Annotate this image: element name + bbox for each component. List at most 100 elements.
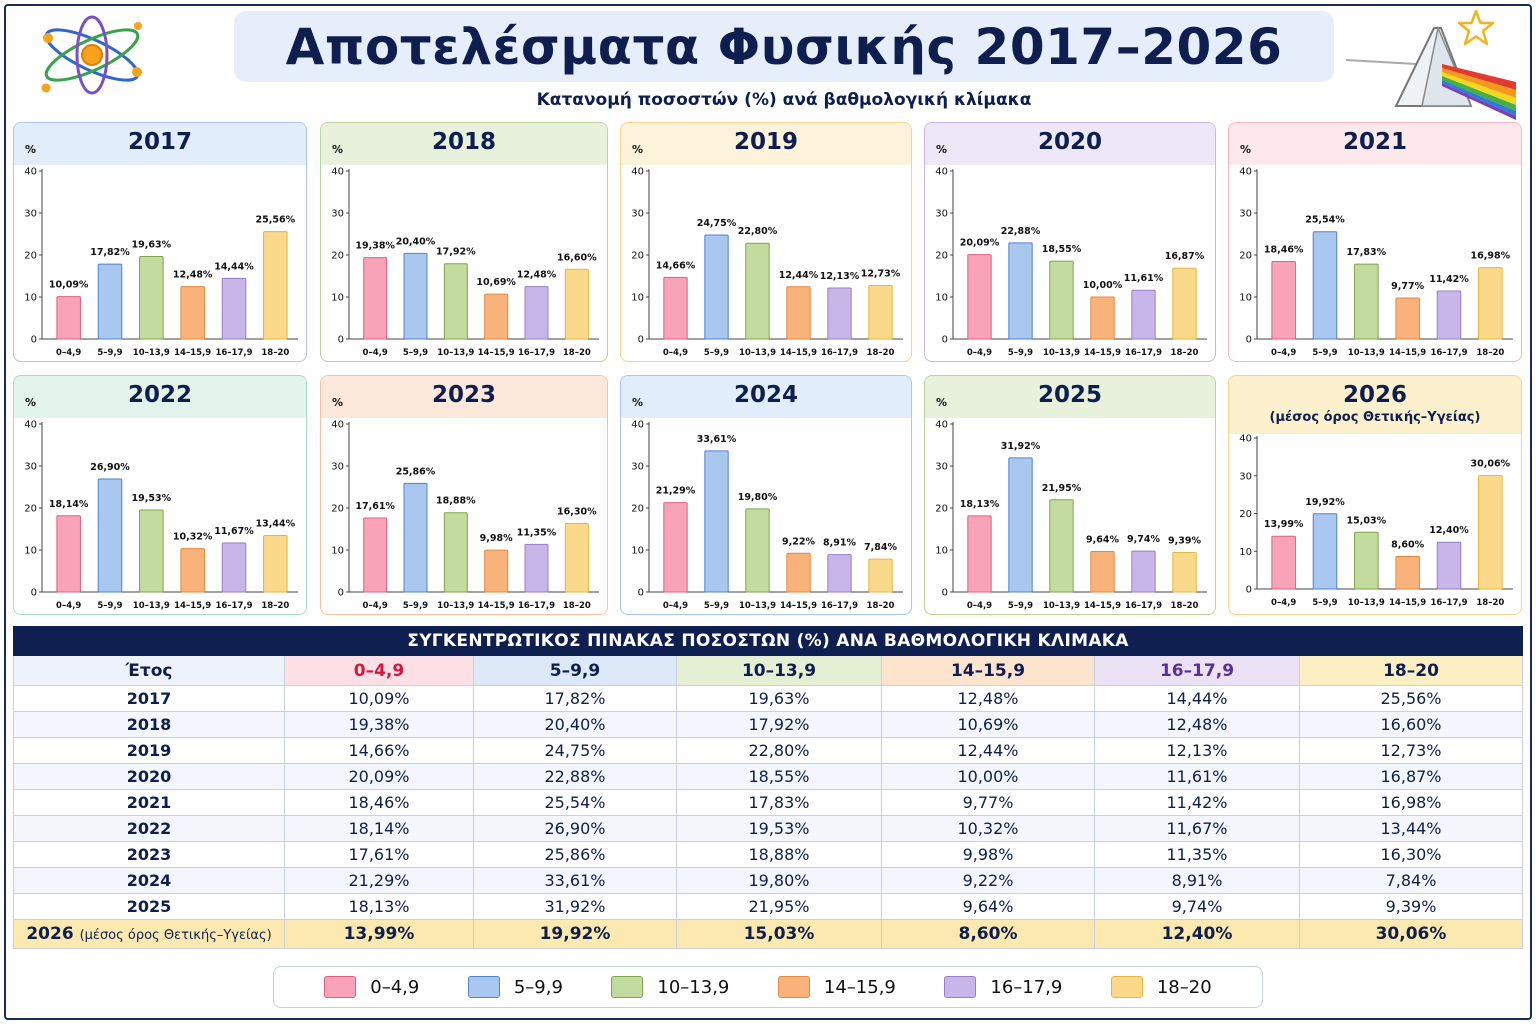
y-tick-label: 10 bbox=[935, 546, 948, 557]
chart-svg: % 0 10 20 30 40 17,61% 0–4,9 25,86% 5–9,9 18,88% 10… bbox=[321, 376, 607, 611]
y-tick-label: 10 bbox=[331, 546, 344, 557]
chart-panel-2018: % 0 10 20 30 40 19,38% 0–4,9 20,40% 5–9,9 17,92% 10… bbox=[320, 122, 608, 362]
table-row: 2020 20,09% 22,88% 18,55% 10,00% 11,61% 16,87% bbox=[13, 763, 1524, 790]
x-tick-label: 14–15,9 bbox=[1389, 348, 1426, 358]
bar-value-label: 19,38% bbox=[355, 241, 395, 252]
bar-4 bbox=[827, 554, 852, 593]
y-tick-label: 30 bbox=[935, 462, 948, 473]
chart-title: 2017 bbox=[14, 123, 306, 155]
bar-2 bbox=[1049, 499, 1074, 593]
bar-value-label: 18,55% bbox=[1042, 244, 1082, 255]
y-axis-label: % bbox=[332, 143, 343, 156]
legend-label: 10–13,9 bbox=[657, 976, 730, 998]
table-title: ΣΥΓΚΕΝΤΡΩΤΙΚΟΣ ΠΙΝΑΚΑΣ ΠΟΣΟΣΤΩΝ (%) ΑΝΑ … bbox=[12, 626, 1524, 656]
bar-value-label: 17,83% bbox=[1347, 247, 1387, 258]
table-cell-year: 2021 bbox=[13, 789, 285, 816]
y-axis-label: % bbox=[25, 396, 36, 409]
table-cell: 11,42% bbox=[1094, 789, 1300, 816]
bar-value-label: 9,39% bbox=[1168, 536, 1201, 547]
chart-title: 2026 (μέσος όρος Θετικής–Υγείας) bbox=[1229, 376, 1521, 425]
bar-4 bbox=[1131, 289, 1156, 340]
bar-3 bbox=[1395, 556, 1420, 590]
bar-0 bbox=[663, 276, 688, 340]
chart-title: 2023 bbox=[321, 376, 607, 408]
x-tick-label: 0–4,9 bbox=[1271, 598, 1296, 608]
y-tick-label: 0 bbox=[31, 335, 37, 346]
bar-3 bbox=[180, 286, 205, 340]
year-note: (μέσος όρος Θετικής–Υγείας) bbox=[79, 928, 272, 943]
bar-4 bbox=[524, 286, 549, 340]
bar-1 bbox=[704, 234, 729, 340]
y-tick-label: 40 bbox=[24, 167, 37, 178]
table-cell: 16,98% bbox=[1298, 789, 1524, 816]
x-tick-label: 5–9,9 bbox=[403, 348, 428, 358]
table-cell: 19,38% bbox=[284, 711, 474, 738]
bar-value-label: 12,48% bbox=[173, 270, 213, 281]
y-tick-label: 20 bbox=[331, 504, 344, 515]
bar-value-label: 9,64% bbox=[1086, 535, 1119, 546]
table-header-bin: 0–4,9 bbox=[284, 655, 474, 686]
table-cell: 8,60% bbox=[881, 919, 1095, 949]
table-cell-year: 2019 bbox=[13, 737, 285, 764]
bar-3 bbox=[1090, 296, 1115, 340]
chart-title: 2022 bbox=[14, 376, 306, 408]
x-tick-label: 5–9,9 bbox=[1008, 601, 1033, 611]
y-tick-label: 30 bbox=[331, 209, 344, 220]
legend-swatch bbox=[324, 976, 357, 998]
x-tick-label: 5–9,9 bbox=[1008, 348, 1033, 358]
table-cell: 30,06% bbox=[1298, 919, 1524, 949]
legend-item: 5–9,9 bbox=[467, 976, 563, 998]
bar-value-label: 18,13% bbox=[960, 499, 1000, 510]
y-tick-label: 10 bbox=[1239, 293, 1252, 304]
page-title: Αποτελέσματα Φυσικής 2017–2026 bbox=[285, 17, 1283, 76]
table-cell: 25,56% bbox=[1298, 685, 1524, 712]
bar-2 bbox=[1354, 263, 1379, 340]
y-tick-label: 20 bbox=[331, 251, 344, 262]
x-tick-label: 14–15,9 bbox=[780, 348, 817, 358]
legend-swatch bbox=[944, 976, 977, 998]
y-tick-label: 10 bbox=[1239, 547, 1252, 558]
legend-item: 18–20 bbox=[1110, 976, 1212, 998]
table-cell: 11,61% bbox=[1094, 763, 1300, 790]
chart-title: 2021 bbox=[1229, 123, 1521, 155]
bar-4 bbox=[524, 543, 549, 593]
bar-value-label: 22,80% bbox=[738, 226, 778, 237]
year-text: 2024 bbox=[126, 871, 172, 890]
table-cell: 25,54% bbox=[473, 789, 677, 816]
bar-value-label: 18,88% bbox=[436, 496, 476, 507]
x-tick-label: 14–15,9 bbox=[780, 601, 817, 611]
bar-value-label: 10,09% bbox=[49, 280, 89, 291]
chart-title-text: 2024 bbox=[733, 382, 798, 408]
bar-5 bbox=[263, 535, 288, 593]
chart-header-bg bbox=[321, 123, 607, 165]
bar-1 bbox=[403, 482, 428, 593]
chart-panel-2022: % 0 10 20 30 40 18,14% 0–4,9 26,90% 5–9,9 19,53% 10… bbox=[13, 375, 307, 615]
table-cell: 19,53% bbox=[676, 815, 882, 842]
y-tick-label: 20 bbox=[24, 504, 37, 515]
bar-value-label: 16,30% bbox=[557, 507, 597, 518]
table-cell: 9,77% bbox=[881, 789, 1095, 816]
y-axis-label: % bbox=[632, 143, 643, 156]
table-row: 2026 (μέσος όρος Θετικής–Υγείας) 13,99% 19… bbox=[13, 919, 1524, 949]
legend-label: 5–9,9 bbox=[513, 976, 563, 998]
table-cell-year: 2017 bbox=[13, 685, 285, 712]
bar-value-label: 18,46% bbox=[1264, 244, 1304, 255]
bar-value-label: 10,69% bbox=[476, 277, 516, 288]
x-tick-label: 16–17,9 bbox=[215, 348, 252, 358]
table-cell-year: 2023 bbox=[13, 841, 285, 868]
bar-value-label: 24,75% bbox=[697, 218, 737, 229]
table-header-bin: 5–9,9 bbox=[473, 655, 677, 686]
bar-1 bbox=[1312, 513, 1338, 590]
bar-2 bbox=[443, 512, 468, 593]
bar-5 bbox=[1478, 267, 1503, 340]
chart-svg: % 0 10 20 30 40 20,09% 0–4,9 22,88% 5–9,9 18,55% 10… bbox=[925, 123, 1215, 358]
chart-svg: % 0 10 20 30 40 19,38% 0–4,9 20,40% 5–9,9 17,92% 10… bbox=[321, 123, 607, 358]
chart-svg: % 0 10 20 30 40 18,14% 0–4,9 26,90% 5–9,9 19,53% 10… bbox=[14, 376, 306, 611]
bar-value-label: 17,82% bbox=[90, 247, 130, 258]
bar-value-label: 10,00% bbox=[1083, 280, 1123, 291]
y-tick-label: 30 bbox=[1239, 471, 1252, 482]
bar-value-label: 12,48% bbox=[517, 270, 557, 281]
bar-0 bbox=[1271, 260, 1296, 340]
bar-value-label: 19,63% bbox=[132, 240, 172, 251]
bar-2 bbox=[443, 263, 468, 340]
